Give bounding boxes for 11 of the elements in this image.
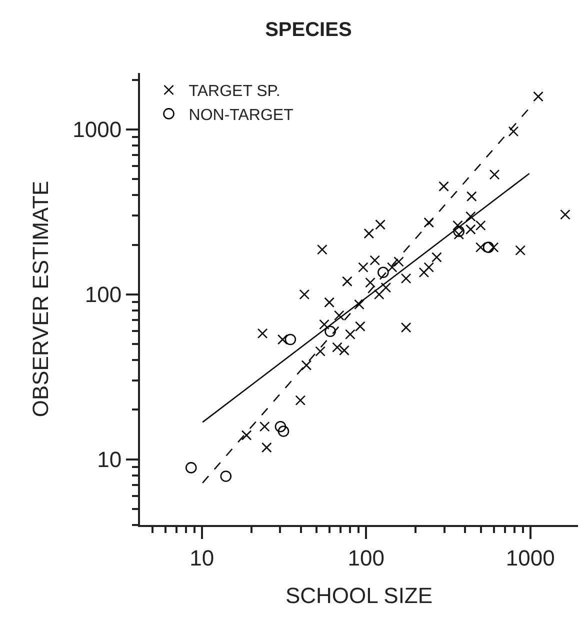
x-axis-title: SCHOOL SIZE bbox=[285, 582, 433, 608]
x-tick-label: 100 bbox=[348, 545, 384, 570]
y-tick-label: 10 bbox=[97, 447, 122, 472]
y-tick-label: 100 bbox=[84, 282, 122, 308]
x-tick-label: 10 bbox=[190, 545, 214, 570]
legend-label: NON-TARGET bbox=[188, 106, 294, 124]
chart-title: SPECIES bbox=[265, 18, 352, 41]
y-tick-label: 1000 bbox=[72, 117, 122, 142]
y-axis-title: OBSERVER ESTIMATE bbox=[28, 180, 53, 418]
legend-label: TARGET SP. bbox=[188, 83, 280, 100]
x-tick-label: 1000 bbox=[506, 545, 555, 570]
